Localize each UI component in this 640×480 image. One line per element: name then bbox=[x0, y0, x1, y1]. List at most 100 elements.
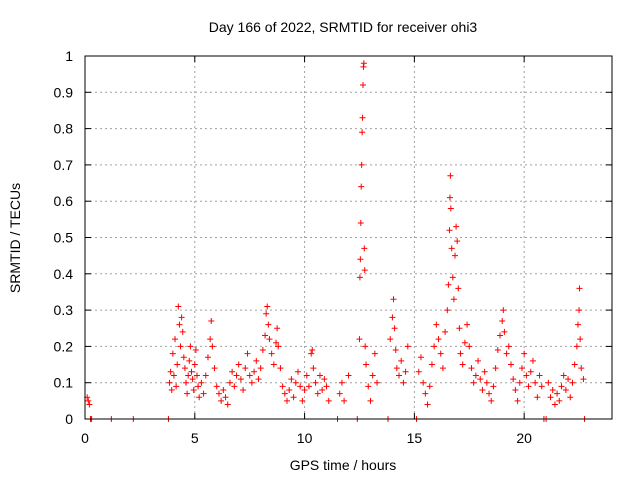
data-point bbox=[286, 386, 293, 393]
data-point bbox=[536, 372, 543, 379]
data-point bbox=[547, 394, 554, 401]
data-point bbox=[290, 394, 297, 401]
data-point bbox=[479, 386, 486, 393]
data-point bbox=[428, 361, 435, 368]
data-point bbox=[359, 82, 366, 89]
data-point bbox=[387, 336, 394, 343]
data-point bbox=[565, 376, 572, 383]
data-point bbox=[167, 368, 174, 375]
data-point bbox=[251, 368, 258, 375]
data-point bbox=[449, 274, 456, 281]
data-point bbox=[499, 317, 506, 324]
data-point bbox=[374, 379, 381, 386]
data-point bbox=[174, 361, 181, 368]
data-point bbox=[277, 365, 284, 372]
data-point bbox=[264, 303, 271, 310]
data-point bbox=[576, 307, 583, 314]
data-point bbox=[472, 372, 479, 379]
data-point bbox=[433, 321, 440, 328]
data-point bbox=[229, 368, 236, 375]
data-point bbox=[310, 365, 317, 372]
chart-title: Day 166 of 2022, SRMTID for receiver ohi… bbox=[209, 19, 478, 35]
y-tick-label: 0 bbox=[65, 411, 73, 427]
data-point bbox=[279, 383, 286, 390]
data-point bbox=[448, 245, 455, 252]
y-tick-label: 0.6 bbox=[54, 193, 74, 209]
data-point bbox=[431, 343, 438, 350]
data-point bbox=[396, 372, 403, 379]
data-point bbox=[255, 376, 262, 383]
data-point bbox=[257, 365, 264, 372]
data-point bbox=[189, 376, 196, 383]
data-point bbox=[523, 372, 530, 379]
data-point bbox=[357, 219, 364, 226]
data-point bbox=[312, 379, 319, 386]
data-point bbox=[466, 343, 473, 350]
data-point bbox=[357, 256, 364, 263]
data-point bbox=[309, 347, 316, 354]
data-points bbox=[84, 60, 588, 422]
data-point bbox=[507, 361, 514, 368]
data-point bbox=[226, 379, 233, 386]
data-point bbox=[86, 401, 93, 408]
data-point bbox=[263, 310, 270, 317]
grid-lines bbox=[85, 56, 612, 419]
data-point bbox=[461, 339, 468, 346]
data-point bbox=[529, 357, 536, 364]
data-point bbox=[292, 379, 299, 386]
data-point bbox=[532, 379, 539, 386]
data-point bbox=[488, 397, 495, 404]
data-point bbox=[365, 383, 372, 390]
x-tick-label: 10 bbox=[297, 430, 313, 446]
data-point bbox=[360, 60, 367, 67]
data-point bbox=[512, 386, 519, 393]
data-point bbox=[442, 328, 449, 335]
data-point bbox=[207, 336, 214, 343]
data-point bbox=[445, 281, 452, 288]
data-point bbox=[475, 357, 482, 364]
data-point bbox=[175, 303, 182, 310]
data-point bbox=[571, 361, 578, 368]
x-axis-label: GPS time / hours bbox=[290, 457, 397, 473]
data-point bbox=[248, 379, 255, 386]
data-point bbox=[314, 390, 321, 397]
data-point bbox=[510, 376, 517, 383]
y-tick-label: 0.8 bbox=[54, 121, 74, 137]
data-point bbox=[266, 336, 273, 343]
data-point bbox=[299, 397, 306, 404]
data-point bbox=[573, 343, 580, 350]
data-point bbox=[303, 372, 310, 379]
data-point bbox=[268, 350, 275, 357]
data-point bbox=[481, 368, 488, 375]
axis-ticks: 00.10.20.30.40.50.60.70.80.910 5 10 15 20 bbox=[54, 48, 612, 446]
data-point bbox=[516, 379, 523, 386]
data-point bbox=[187, 343, 194, 350]
data-point bbox=[483, 379, 490, 386]
plot-frame bbox=[84, 55, 613, 420]
data-point bbox=[270, 361, 277, 368]
data-point bbox=[193, 372, 200, 379]
data-point bbox=[456, 325, 463, 332]
data-point bbox=[259, 347, 266, 354]
data-point bbox=[367, 397, 374, 404]
data-point bbox=[211, 365, 218, 372]
data-point bbox=[369, 372, 376, 379]
data-point bbox=[390, 296, 397, 303]
data-point bbox=[297, 383, 304, 390]
data-point bbox=[371, 350, 378, 357]
data-point bbox=[233, 372, 240, 379]
x-tick-label: 5 bbox=[191, 430, 199, 446]
data-point bbox=[574, 321, 581, 328]
data-point bbox=[554, 390, 561, 397]
data-point bbox=[220, 386, 227, 393]
data-point bbox=[273, 339, 280, 346]
data-point bbox=[468, 365, 475, 372]
data-point bbox=[204, 354, 211, 361]
data-point bbox=[168, 386, 175, 393]
data-point bbox=[284, 397, 291, 404]
data-point bbox=[569, 379, 576, 386]
data-point bbox=[398, 357, 405, 364]
data-point bbox=[359, 114, 366, 121]
data-point bbox=[576, 285, 583, 292]
data-point bbox=[492, 365, 499, 372]
